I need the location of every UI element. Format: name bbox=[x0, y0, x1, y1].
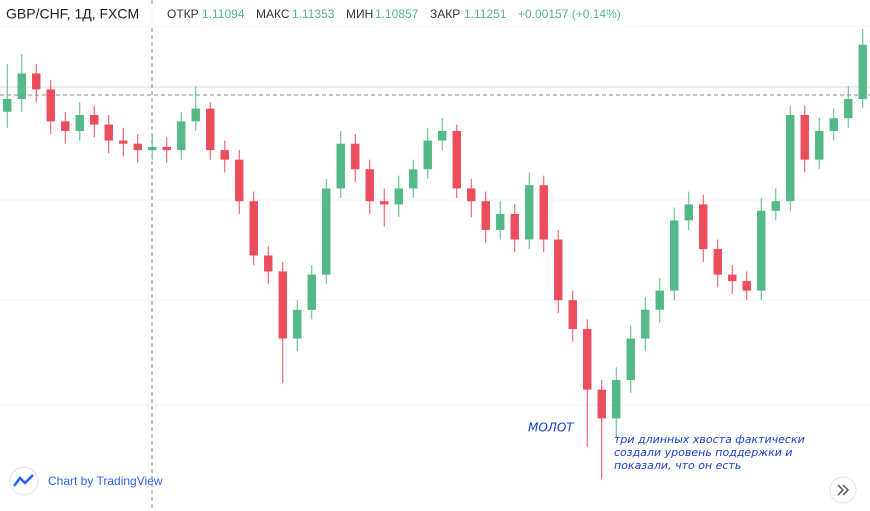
candle-body bbox=[3, 99, 12, 112]
candle-body bbox=[119, 140, 128, 144]
candle-body bbox=[626, 338, 635, 381]
candle-body bbox=[206, 108, 215, 151]
candle-body bbox=[191, 108, 200, 122]
candle-body bbox=[684, 204, 693, 221]
candle-body bbox=[829, 118, 838, 131]
annotation: три длинных хвоста фактически bbox=[614, 433, 805, 446]
candle-body bbox=[177, 121, 186, 151]
close-value: 1.11251 bbox=[464, 7, 507, 21]
candle-body bbox=[713, 249, 722, 275]
candle-body bbox=[380, 201, 389, 205]
candle-body bbox=[46, 89, 55, 122]
candle-body bbox=[409, 169, 418, 189]
candle-body bbox=[307, 274, 316, 310]
open-label: ОТКР bbox=[167, 7, 199, 21]
annotation: показали, что он есть bbox=[614, 459, 741, 472]
candle-body bbox=[844, 99, 853, 119]
candle-body bbox=[699, 204, 708, 250]
candle-body bbox=[597, 389, 606, 419]
candle-body bbox=[786, 114, 795, 202]
low-label: МИН bbox=[346, 7, 373, 21]
candle-body bbox=[235, 159, 244, 202]
candle-body bbox=[249, 201, 258, 256]
candle-body bbox=[641, 309, 650, 339]
candle-body bbox=[612, 380, 621, 419]
candle-body bbox=[757, 210, 766, 291]
candle-body bbox=[162, 146, 171, 151]
candle-body bbox=[104, 124, 113, 141]
candles bbox=[3, 28, 867, 480]
candle-body bbox=[496, 213, 505, 230]
close-label: ЗАКР bbox=[430, 7, 460, 21]
candle-body bbox=[278, 271, 287, 339]
candle-body bbox=[800, 114, 809, 160]
candle-body bbox=[858, 44, 867, 100]
high-label: МАКС bbox=[256, 7, 290, 21]
grid bbox=[0, 25, 870, 406]
annotation: создали уровень поддержки и bbox=[614, 446, 793, 459]
candle-body bbox=[148, 146, 157, 151]
header: GBP/CHF, 1Д, FXCM ОТКР 1.11094 МАКС 1.11… bbox=[0, 4, 640, 26]
candle-body bbox=[467, 188, 476, 202]
candle-body bbox=[670, 220, 679, 291]
candle-body bbox=[90, 114, 99, 125]
header-bg bbox=[0, 4, 640, 26]
candle-body bbox=[17, 73, 26, 100]
candle-body bbox=[438, 130, 447, 141]
candle-body bbox=[568, 300, 577, 329]
candle-body bbox=[655, 290, 664, 310]
candle-body bbox=[61, 121, 70, 131]
low-value: 1.10857 bbox=[375, 7, 419, 21]
tv-logo bbox=[9, 466, 39, 496]
candle-body bbox=[742, 281, 751, 291]
annotation: МОЛОТ bbox=[528, 421, 575, 435]
candle-body bbox=[351, 143, 360, 170]
candle-body bbox=[133, 143, 142, 151]
open-value: 1.11094 bbox=[202, 7, 245, 21]
candle-body bbox=[554, 239, 563, 301]
candle-body bbox=[322, 188, 331, 275]
symbol: GBP/CHF, 1Д, FXCM bbox=[6, 6, 139, 22]
candle-body bbox=[75, 114, 84, 131]
candle-body bbox=[32, 73, 41, 90]
candle-body bbox=[336, 143, 345, 189]
candle-body bbox=[293, 309, 302, 339]
candle-body bbox=[771, 201, 780, 211]
candle-body bbox=[220, 150, 229, 160]
candle-body bbox=[539, 185, 548, 240]
candle-body bbox=[815, 130, 824, 160]
candle-body bbox=[264, 255, 273, 272]
scroll-button[interactable] bbox=[829, 476, 857, 504]
candle-body bbox=[365, 169, 374, 202]
high-value: 1.11353 bbox=[292, 7, 335, 21]
candle-body bbox=[452, 130, 461, 189]
credit[interactable]: Chart by TradingView bbox=[48, 474, 163, 488]
change: +0.00157 (+0.14%) bbox=[518, 7, 621, 21]
candle-body bbox=[583, 328, 592, 390]
candle-body bbox=[423, 140, 432, 170]
candle-body bbox=[481, 201, 490, 230]
candle-body bbox=[510, 213, 519, 240]
candle-body bbox=[728, 274, 737, 282]
candle-body bbox=[394, 188, 403, 205]
candle-body bbox=[525, 185, 534, 240]
